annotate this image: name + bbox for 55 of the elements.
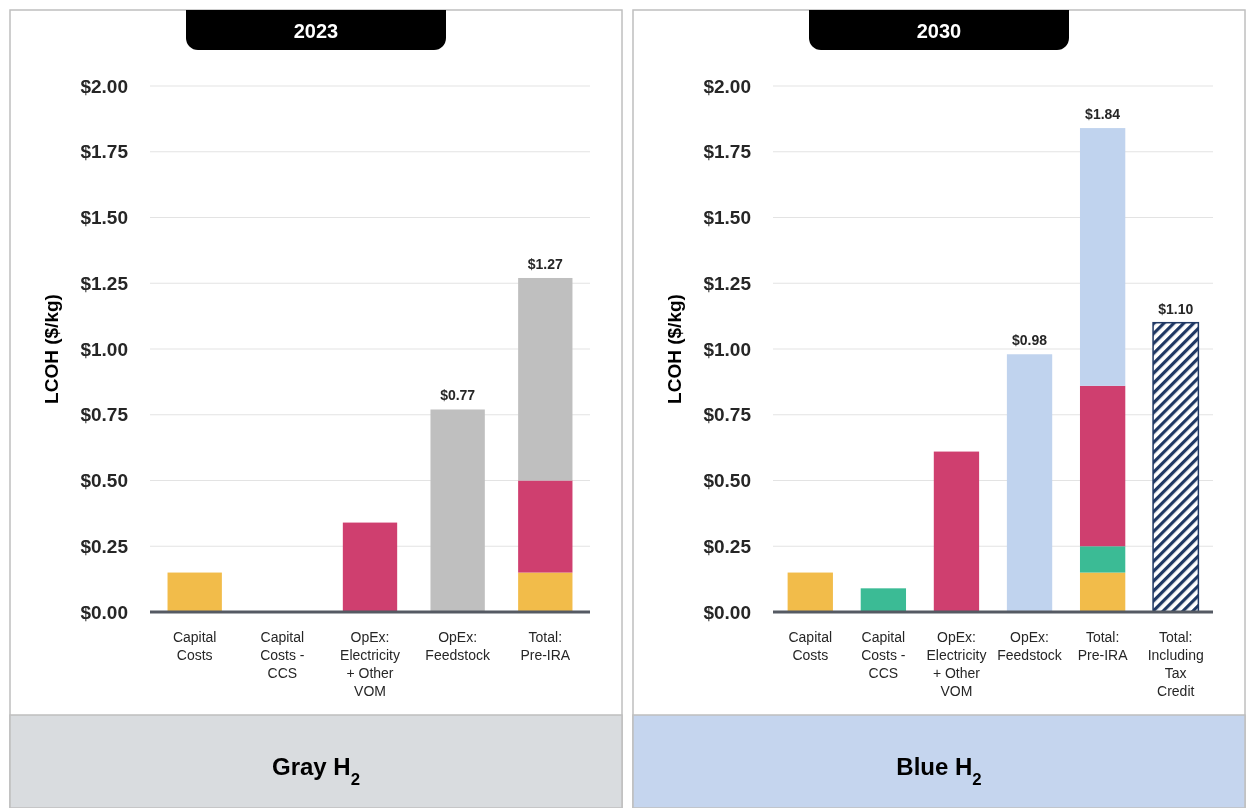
y-axis-title: LCOH ($/kg) xyxy=(41,294,62,404)
bar xyxy=(167,572,222,612)
y-tick-label: $1.00 xyxy=(80,338,128,360)
bar xyxy=(1079,546,1126,573)
bar xyxy=(430,409,485,612)
y-tick-label: $1.25 xyxy=(80,272,129,294)
x-tick-label: Total: Including Tax Credit xyxy=(1147,629,1204,699)
bar xyxy=(1152,321,1200,613)
y-tick-label: $0.75 xyxy=(80,404,129,426)
x-tick-label: Capital Costs - CCS xyxy=(861,629,906,681)
bar xyxy=(1079,572,1126,612)
bar xyxy=(518,277,573,481)
y-tick-label: $1.75 xyxy=(703,141,752,163)
x-tick-label: Capital Costs xyxy=(788,629,833,663)
bar xyxy=(518,480,573,573)
x-tick-label: Capital Costs - CCS xyxy=(260,629,305,681)
y-tick-label: $0.00 xyxy=(80,601,128,623)
y-tick-label: $0.75 xyxy=(703,404,752,426)
bar xyxy=(1079,385,1126,547)
bar xyxy=(342,522,398,612)
x-tick-label: Capital Costs xyxy=(172,629,217,663)
y-tick-label: $1.25 xyxy=(703,272,752,294)
y-tick-label: $0.25 xyxy=(80,535,129,557)
y-tick-label: $0.50 xyxy=(80,470,128,492)
y-tick-label: $1.75 xyxy=(80,141,129,163)
y-tick-label: $1.00 xyxy=(703,338,751,360)
total-label: $1.27 xyxy=(527,255,564,272)
x-tick-label: OpEx: Feedstock xyxy=(425,629,491,663)
y-tick-label: $0.25 xyxy=(703,535,752,557)
bar xyxy=(933,451,980,612)
total-label: $1.10 xyxy=(1158,300,1194,317)
x-tick-label: Total: Pre-IRA xyxy=(520,629,571,663)
y-tick-label: $0.00 xyxy=(703,601,751,623)
y-tick-label: $2.00 xyxy=(80,75,128,97)
bar xyxy=(1079,128,1126,386)
y-tick-label: $0.50 xyxy=(703,470,751,492)
x-tick-label: OpEx: Electricity + Other VOM xyxy=(926,629,987,699)
y-tick-label: $1.50 xyxy=(80,207,128,229)
bar xyxy=(1006,354,1053,612)
total-label: $0.98 xyxy=(1012,332,1048,349)
text: Blue H$_{2}$ xyxy=(896,753,982,789)
y-axis-title: LCOH ($/kg) xyxy=(664,294,685,404)
y-tick-label: $2.00 xyxy=(703,75,751,97)
chart-title: 2023 xyxy=(293,20,339,42)
x-tick-label: Total: Pre-IRA xyxy=(1077,629,1129,663)
bar xyxy=(860,588,907,612)
chart-title: 2030 xyxy=(916,20,962,42)
bar xyxy=(787,572,833,612)
text: Gray H$_{2}$ xyxy=(271,753,361,789)
bar xyxy=(518,572,573,612)
x-tick-label: OpEx: Feedstock xyxy=(997,629,1063,663)
total-label: $0.77 xyxy=(440,387,476,404)
total-label: $1.84 xyxy=(1085,106,1121,123)
x-tick-label: OpEx: Electricity + Other VOM xyxy=(340,629,400,699)
y-tick-label: $1.50 xyxy=(703,207,751,229)
